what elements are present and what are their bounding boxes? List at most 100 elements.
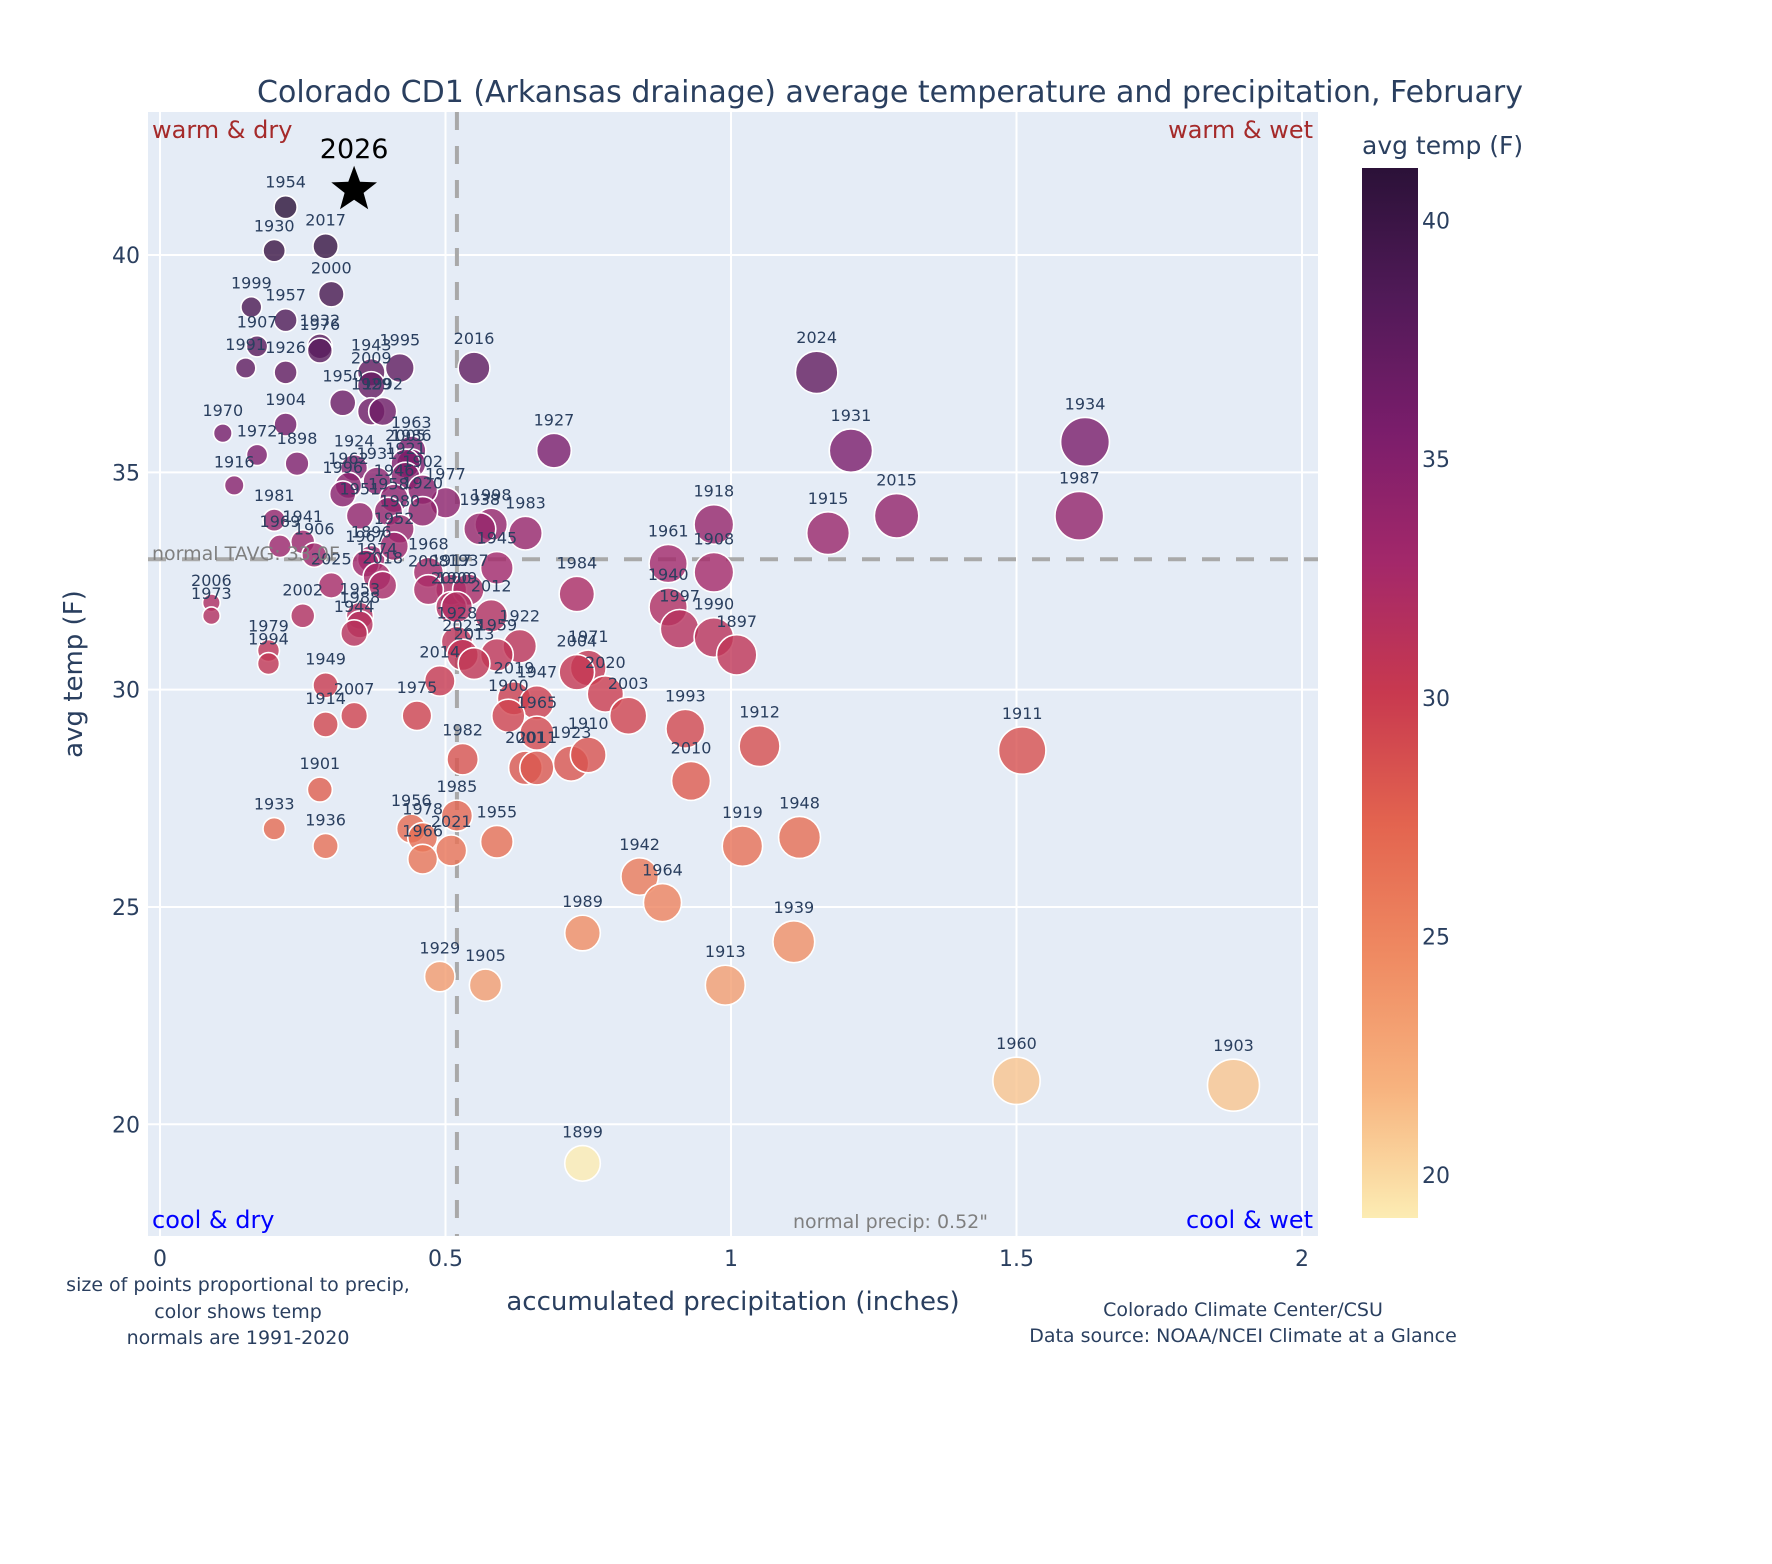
data-points: [201, 194, 1261, 1183]
data-point-label: 1976: [300, 315, 341, 334]
data-point: [738, 724, 781, 768]
data-point: [777, 815, 822, 860]
data-point: [267, 534, 293, 559]
data-point: [992, 1056, 1041, 1106]
data-point-label: 2000: [311, 258, 352, 277]
data-point: [794, 350, 839, 395]
data-point: [367, 396, 398, 427]
data-point-label: 1907: [237, 313, 278, 332]
data-point-label: 1963: [391, 413, 432, 432]
x-tick-label: 2: [1295, 1247, 1309, 1272]
data-point-label: 2024: [796, 328, 837, 347]
data-point-label: 1898: [277, 429, 318, 448]
data-point: [828, 428, 874, 474]
data-point-label: 1904: [265, 390, 306, 409]
data-point: [434, 834, 468, 867]
data-point: [289, 602, 316, 629]
data-point-label: 1983: [505, 493, 546, 512]
data-point-label: 1915: [808, 489, 849, 508]
data-point-label: 1957: [265, 286, 306, 305]
data-point-label: 1960: [996, 1034, 1037, 1053]
data-point-label: 1975: [397, 678, 438, 697]
footnote-line: size of points proportional to precip,: [66, 1274, 410, 1296]
data-point: [317, 571, 345, 599]
chart-title: Colorado CD1 (Arkansas drainage) average…: [257, 75, 1523, 110]
data-point-label: 1905: [465, 946, 506, 965]
data-point: [262, 508, 287, 533]
data-point: [262, 816, 287, 841]
data-point-label: 2025: [311, 550, 352, 569]
data-point: [997, 725, 1047, 776]
data-point-label: 1967: [345, 527, 386, 546]
data-point-label: 2009: [351, 349, 392, 368]
data-point-label: 1918: [694, 482, 735, 501]
data-point-label: 1946: [374, 461, 415, 480]
data-point: [234, 356, 257, 380]
data-point-label: 1998: [471, 485, 512, 504]
data-point-label: 1929: [351, 375, 392, 394]
data-point: [212, 423, 233, 444]
data-point-label: 1914: [305, 689, 346, 708]
quadrant-label-warm-wet: warm & wet: [1168, 116, 1313, 144]
data-point: [446, 742, 480, 776]
data-point-label: 1927: [534, 410, 575, 429]
data-point: [245, 334, 269, 358]
data-point-label: 1984: [556, 553, 597, 572]
data-point-label: 1982: [442, 721, 483, 740]
data-point: [648, 543, 689, 584]
data-point: [440, 590, 474, 624]
data-point-label: 1942: [619, 835, 660, 854]
data-point: [384, 352, 416, 384]
data-point: [1206, 1058, 1261, 1112]
x-axis-title: accumulated precipitation (inches): [506, 1287, 959, 1317]
data-point: [490, 698, 526, 734]
quadrant-label-cool-wet: cool & wet: [1186, 1206, 1313, 1234]
data-point: [273, 194, 298, 220]
y-tick-label: 30: [112, 679, 140, 704]
data-point-label: 1940: [648, 565, 689, 584]
data-point-label: 1903: [1213, 1036, 1254, 1055]
data-point-label: 1968: [408, 534, 449, 553]
data-point-label: 1910: [568, 714, 609, 733]
y-axis-ticks: 20 25 30 35 40: [112, 244, 140, 1138]
data-point: [558, 653, 596, 691]
data-point-label: 1911: [1002, 704, 1043, 723]
data-point-label: 1994: [248, 630, 289, 649]
data-point-label: 1970: [202, 401, 243, 420]
data-point-label: 1932: [300, 311, 341, 330]
highlight-marker: 2026: [320, 134, 388, 210]
data-point-label: 2010: [671, 738, 712, 757]
data-point-label: 1896: [351, 522, 392, 541]
source-credit: Colorado Climate Center/CSU: [1103, 1299, 1383, 1321]
normal-precip-label: normal precip: 0.52": [793, 1211, 988, 1233]
colorbar-title: avg temp (F): [1362, 131, 1523, 160]
data-point-label: 1962: [328, 449, 369, 468]
data-point: [642, 882, 683, 923]
y-tick-label: 25: [112, 896, 140, 921]
data-point: [474, 598, 509, 633]
data-point-label: 1954: [265, 173, 306, 192]
colorbar-gradient: [1362, 168, 1418, 1218]
reference-lines: [148, 112, 1318, 1236]
x-tick-label: 1.5: [999, 1247, 1034, 1272]
data-point-label: 1974: [357, 540, 398, 559]
data-point-label: 1955: [477, 802, 518, 821]
data-point-label: 1899: [562, 1123, 603, 1142]
data-point-label: 1909: [437, 568, 478, 587]
data-point-label: 1913: [705, 942, 746, 961]
data-point: [345, 501, 375, 531]
data-point-label: 1936: [305, 810, 346, 829]
data-point-label: 1991: [225, 335, 266, 354]
data-point-label: 2001: [505, 728, 546, 747]
data-point-label: 1990: [694, 595, 735, 614]
data-point: [367, 570, 398, 601]
data-point: [620, 857, 660, 897]
data-point-label: 1947: [516, 663, 557, 682]
data-point-label: 2006: [191, 571, 232, 590]
data-point-label: 1997: [659, 586, 700, 605]
data-point-label: 1971: [568, 627, 609, 646]
data-point: [715, 633, 758, 676]
colorbar-tick-label: 20: [1422, 1164, 1450, 1189]
data-point-label: 1961: [648, 521, 689, 540]
